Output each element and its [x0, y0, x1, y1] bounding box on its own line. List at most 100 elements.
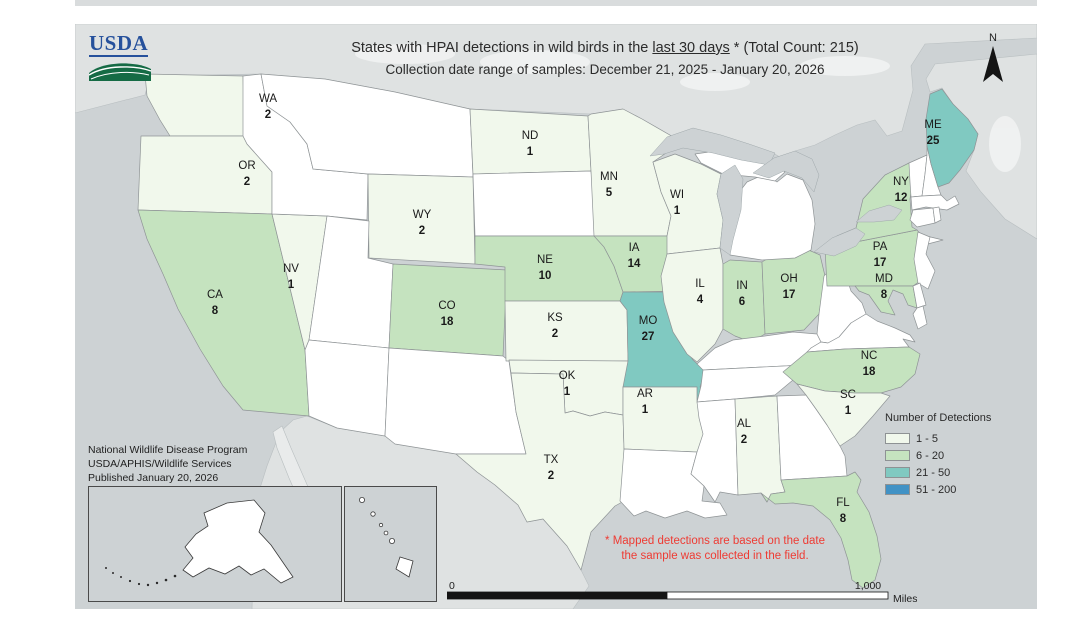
state-label-wi: WI 1 — [670, 189, 684, 217]
usda-logo: USDA — [89, 33, 153, 81]
legend-title: Number of Detections — [885, 412, 992, 424]
state-label-oh: OH 17 — [780, 273, 797, 301]
hawaii-islands — [358, 496, 414, 578]
footnote-line: * Mapped detections are based on the dat… — [605, 535, 825, 547]
state-label-sc: SC 1 — [840, 389, 856, 417]
legend: Number of Detections 1 - 5 6 - 20 21 - 5… — [885, 412, 1045, 498]
state-label-ny: NY 12 — [893, 176, 909, 204]
state-label-or: OR 2 — [238, 160, 255, 188]
state-label-me: ME 25 — [924, 119, 942, 147]
state-label-tx: TX 2 — [544, 454, 559, 482]
map-title-underlined: last 30 days — [652, 40, 730, 56]
legend-label: 1 - 5 — [916, 432, 939, 445]
legend-label: 51 - 200 — [916, 483, 957, 496]
state-label-il: IL 4 — [695, 278, 705, 306]
legend-swatch-51-200 — [885, 484, 910, 495]
legend-row: 21 - 50 — [885, 464, 1045, 481]
state-label-pa: PA 17 — [873, 241, 888, 269]
top-strip — [75, 0, 1037, 6]
legend-row: 51 - 200 — [885, 481, 1045, 498]
map-title-suffix: * (Total Count: 215) — [729, 40, 859, 56]
state-massachusetts — [910, 194, 960, 211]
map-subtitle: Collection date range of samples: Decemb… — [385, 62, 825, 77]
alaska-inset — [88, 486, 342, 602]
state-delaware — [912, 282, 927, 309]
footnote-line: the sample was collected in the field. — [621, 550, 809, 562]
scale-bar: 0 1,000 Miles — [446, 576, 918, 606]
lake-ontario — [855, 204, 903, 223]
legend-swatch-6-20 — [885, 450, 910, 461]
state-label-nc: NC 18 — [861, 350, 878, 378]
states-layer — [137, 73, 979, 589]
legend-row: 6 - 20 — [885, 447, 1045, 464]
north-arrow: N — [980, 32, 1006, 89]
state-florida — [760, 471, 882, 589]
state-illinois — [660, 247, 724, 363]
state-rhode-island — [932, 206, 942, 224]
north-arrow-label: N — [989, 32, 997, 44]
title-block: States with HPAI detections in wild bird… — [185, 40, 1025, 77]
alaska-inset-map — [105, 499, 294, 587]
state-maine — [925, 88, 979, 188]
lake-huron — [752, 150, 820, 193]
canada-texture — [355, 44, 1021, 172]
state-label-mo: MO 27 — [639, 315, 658, 343]
canada-east-landmass — [925, 53, 1037, 240]
scale-zero-label: 0 — [449, 580, 455, 592]
state-label-nd: ND 1 — [522, 130, 539, 158]
state-label-in: IN 6 — [736, 280, 748, 308]
state-label-ar: AR 1 — [637, 388, 653, 416]
usda-logo-text: USDA — [89, 31, 149, 57]
legend-label: 6 - 20 — [916, 449, 945, 462]
state-label-mn: MN 5 — [600, 171, 618, 199]
scale-max-label: 1,000 — [855, 580, 881, 592]
state-label-al: AL 2 — [737, 418, 752, 446]
north-arrow-icon — [983, 46, 1003, 82]
legend-label: 21 - 50 — [916, 466, 951, 479]
state-label-md: MD 8 — [875, 273, 893, 301]
map-title: States with HPAI detections in wild bird… — [185, 40, 1025, 56]
program-info-line: USDA/APHIS/Wildlife Services — [88, 458, 232, 470]
neighbor-countries — [75, 24, 1037, 609]
hawaii-inset — [344, 486, 437, 602]
us-basemap: WA 2 OR 2 CA 8 NV 1 ND 1 MN 5 WI 1 WY 2 NE 10 IA 14 CO 18 KS 2 M… — [75, 24, 1037, 609]
state-label-ia: IA 14 — [628, 242, 641, 270]
state-label-co: CO 18 — [438, 300, 455, 328]
legend-row: 1 - 5 — [885, 430, 1045, 447]
state-kansas — [504, 300, 629, 362]
hawaii-inset-map — [358, 496, 414, 578]
alaska-shape — [182, 499, 294, 584]
map-title-prefix: States with HPAI detections in wild bird… — [351, 40, 653, 56]
scale-bar-white-segment — [666, 591, 889, 600]
state-label-ne: NE 10 — [537, 254, 553, 282]
program-info-line: Published January 20, 2026 — [88, 472, 219, 484]
state-virginia-eastern-shore — [912, 305, 928, 330]
aleutian-islands — [105, 567, 177, 587]
scale-unit-label: Miles — [893, 593, 917, 605]
state-label-ks: KS 2 — [547, 312, 563, 340]
usda-logo-swoosh-icon — [89, 63, 151, 81]
state-texas — [455, 372, 634, 571]
state-south-carolina — [796, 383, 891, 447]
lake-michigan — [716, 164, 744, 256]
state-connecticut — [909, 207, 936, 228]
state-label-nv: NV 1 — [283, 263, 299, 291]
legend-swatch-1-5 — [885, 433, 910, 444]
program-info: National Wildlife Disease Program USDA/A… — [88, 443, 247, 485]
map-canvas: WA 2 OR 2 CA 8 NV 1 ND 1 MN 5 WI 1 WY 2 NE 10 IA 14 CO 18 KS 2 M… — [75, 24, 1037, 609]
state-label-wy: WY 2 — [413, 209, 432, 237]
program-info-line: National Wildlife Disease Program — [88, 444, 248, 456]
state-south-dakota — [472, 170, 601, 237]
state-new-mexico — [384, 347, 527, 455]
state-new-jersey — [913, 231, 936, 290]
state-label-fl: FL 8 — [836, 497, 850, 525]
lake-erie — [813, 227, 866, 257]
scale-bar-black-segment — [446, 591, 668, 600]
great-lakes — [649, 127, 903, 257]
state-label-wa: WA 2 — [259, 93, 277, 121]
state-label-ca: CA 8 — [207, 289, 223, 317]
state-label-ok: OK 1 — [559, 370, 576, 398]
lake-superior — [649, 127, 776, 166]
legend-swatch-21-50 — [885, 467, 910, 478]
